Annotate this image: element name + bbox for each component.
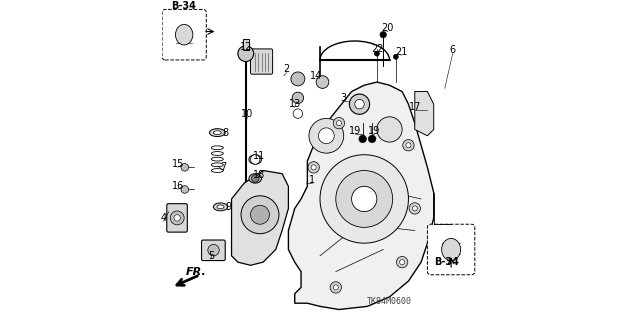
Circle shape — [336, 171, 393, 227]
Circle shape — [252, 174, 259, 182]
FancyBboxPatch shape — [167, 204, 188, 232]
Bar — [243, 40, 249, 50]
Circle shape — [380, 32, 387, 38]
Text: FR.: FR. — [186, 267, 207, 277]
Text: 3: 3 — [340, 93, 347, 103]
Text: 22: 22 — [371, 44, 384, 54]
Text: 4: 4 — [161, 213, 166, 223]
Text: 10: 10 — [241, 109, 253, 119]
Ellipse shape — [442, 238, 461, 261]
Text: 17: 17 — [408, 102, 421, 112]
Circle shape — [181, 186, 189, 193]
Circle shape — [311, 165, 316, 170]
Circle shape — [333, 285, 339, 290]
Circle shape — [351, 186, 377, 211]
Circle shape — [309, 118, 344, 153]
Circle shape — [337, 121, 342, 126]
Circle shape — [320, 155, 408, 243]
Text: 7: 7 — [221, 162, 227, 172]
Circle shape — [396, 256, 408, 268]
Circle shape — [399, 260, 404, 265]
Circle shape — [409, 203, 420, 214]
Text: TK84M0600: TK84M0600 — [367, 297, 412, 306]
Circle shape — [333, 117, 345, 129]
Text: 21: 21 — [396, 47, 408, 57]
Ellipse shape — [249, 174, 262, 183]
Text: 15: 15 — [172, 159, 184, 169]
Circle shape — [319, 128, 334, 144]
Text: 13: 13 — [289, 99, 301, 109]
Circle shape — [170, 211, 184, 225]
Ellipse shape — [213, 203, 228, 211]
Circle shape — [374, 51, 380, 56]
FancyBboxPatch shape — [202, 240, 225, 261]
Circle shape — [250, 155, 260, 164]
Circle shape — [308, 162, 319, 173]
Circle shape — [394, 54, 398, 59]
Circle shape — [330, 282, 342, 293]
Text: 1: 1 — [309, 175, 315, 185]
Circle shape — [293, 109, 303, 118]
Text: B-34: B-34 — [172, 1, 196, 11]
Polygon shape — [232, 171, 289, 265]
Circle shape — [174, 215, 180, 221]
Circle shape — [412, 206, 417, 211]
Ellipse shape — [175, 25, 193, 45]
Text: 16: 16 — [172, 181, 184, 191]
Text: 8: 8 — [222, 128, 228, 137]
Circle shape — [241, 196, 279, 234]
Circle shape — [292, 92, 303, 104]
Text: 9: 9 — [225, 202, 232, 212]
Text: 5: 5 — [208, 251, 214, 261]
Text: B-34: B-34 — [435, 257, 460, 267]
Circle shape — [316, 76, 329, 88]
Ellipse shape — [213, 131, 221, 135]
Text: 18: 18 — [253, 170, 266, 180]
Text: 20: 20 — [381, 23, 394, 33]
Circle shape — [181, 164, 189, 171]
Text: 11: 11 — [253, 151, 266, 161]
Ellipse shape — [209, 129, 225, 137]
Ellipse shape — [249, 155, 262, 164]
Circle shape — [349, 94, 369, 114]
FancyBboxPatch shape — [250, 49, 273, 74]
Polygon shape — [289, 82, 434, 309]
Text: 19: 19 — [349, 126, 361, 136]
Circle shape — [208, 244, 220, 256]
Text: 19: 19 — [368, 126, 380, 136]
Polygon shape — [415, 92, 434, 136]
Circle shape — [238, 46, 253, 62]
Circle shape — [359, 135, 367, 143]
Ellipse shape — [217, 205, 224, 209]
FancyBboxPatch shape — [162, 9, 206, 60]
Circle shape — [403, 139, 414, 151]
Circle shape — [355, 100, 364, 109]
Circle shape — [377, 117, 402, 142]
FancyBboxPatch shape — [428, 224, 475, 275]
Circle shape — [291, 72, 305, 86]
Circle shape — [250, 205, 269, 224]
Text: 12: 12 — [239, 42, 252, 52]
Circle shape — [369, 135, 376, 143]
Text: 14: 14 — [310, 71, 323, 81]
Text: 6: 6 — [450, 46, 456, 56]
Circle shape — [406, 143, 411, 148]
Text: 2: 2 — [284, 64, 290, 74]
